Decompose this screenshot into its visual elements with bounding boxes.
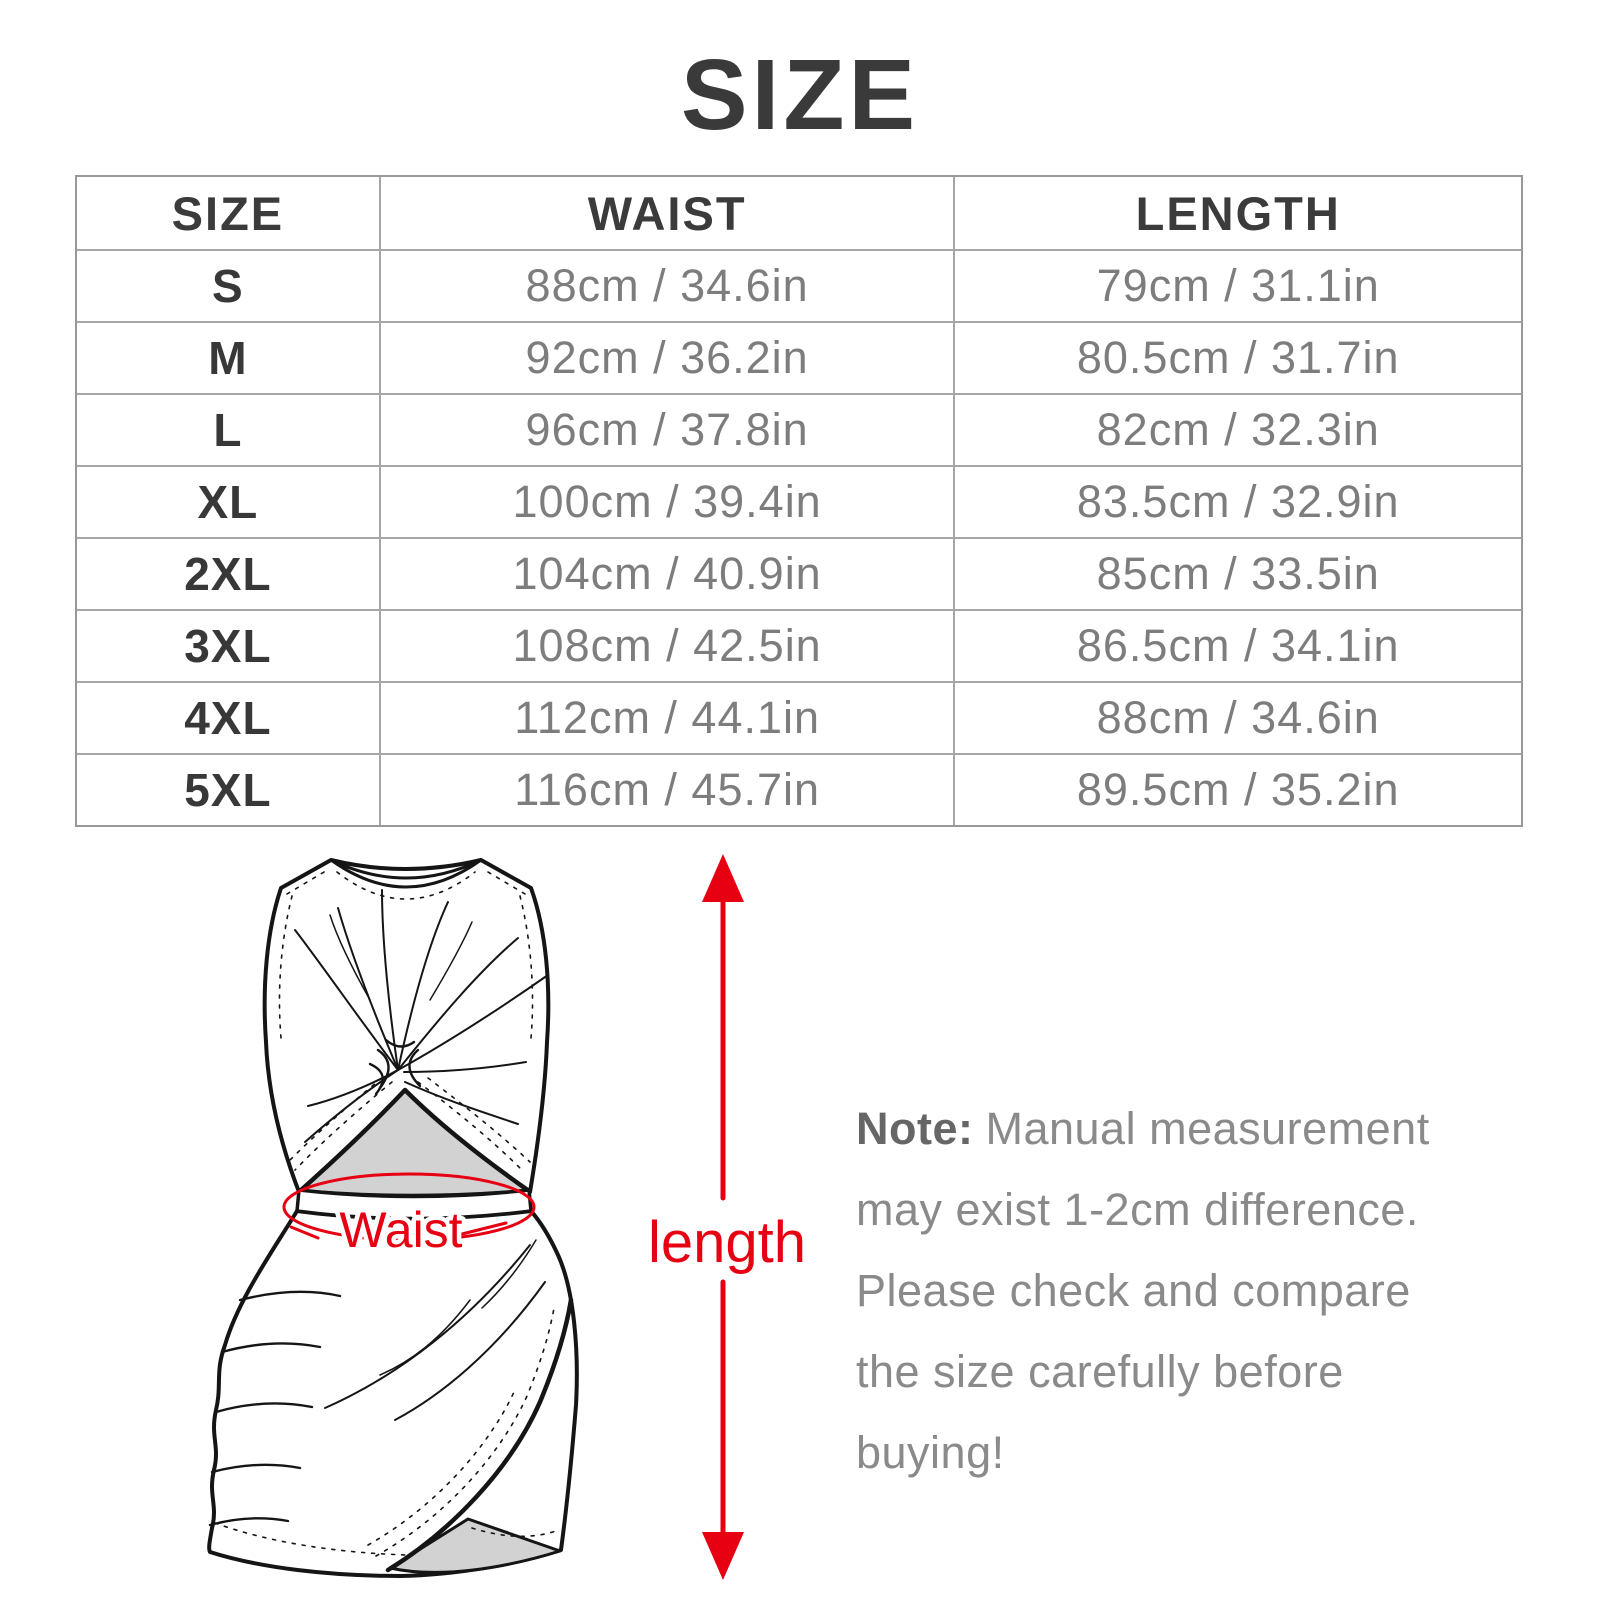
length-annotation: length (648, 854, 806, 1580)
waist-annotation: Waist (282, 1172, 536, 1263)
skirt-drape-folds (324, 1239, 546, 1421)
wrap-edge (385, 1297, 574, 1573)
size-value: XL (197, 476, 259, 528)
size-value: L (213, 404, 243, 456)
waist-value: 92cm / 36.2in (378, 323, 954, 393)
skirt-outline (207, 1209, 579, 1578)
hem-underlayer-shade (388, 1517, 562, 1574)
size-value: 3XL (184, 620, 272, 672)
length-value: 80.5cm / 31.7in (953, 323, 1520, 393)
table-row: 5XL 116cm / 45.7in 89.5cm / 35.2in (77, 753, 1521, 825)
table-row: 4XL 112cm / 44.1in 88cm / 34.6in (77, 681, 1521, 753)
length-value: 82cm / 32.3in (953, 395, 1520, 465)
size-table: SIZE WAIST LENGTH S 88cm / 34.6in 79cm /… (75, 175, 1523, 827)
measurement-note: Note: Manual measurement may exist 1-2cm … (856, 1088, 1468, 1493)
dress-sketch-illustration (207, 858, 579, 1578)
waist-value: 112cm / 44.1in (378, 683, 954, 753)
waist-value: 96cm / 37.8in (378, 395, 954, 465)
table-row: S 88cm / 34.6in 79cm / 31.1in (77, 249, 1521, 321)
size-value: 2XL (184, 548, 272, 600)
skirt-ruche-folds (208, 1290, 342, 1527)
size-value: M (208, 332, 248, 384)
column-header-size: SIZE (171, 186, 285, 240)
neckband-stitch (336, 871, 476, 900)
length-value: 86.5cm / 34.1in (953, 611, 1520, 681)
waist-label: Waist (339, 1202, 462, 1258)
size-value: 5XL (184, 764, 272, 816)
neckband (329, 858, 483, 889)
table-row: 3XL 108cm / 42.5in 86.5cm / 34.1in (77, 609, 1521, 681)
column-header-length: LENGTH (953, 177, 1520, 249)
size-value: S (212, 260, 244, 312)
waist-value: 100cm / 39.4in (378, 467, 954, 537)
length-value: 85cm / 33.5in (953, 539, 1520, 609)
bodice-outline (262, 858, 551, 1194)
arrow-head-down (702, 1532, 744, 1580)
waist-measure-ellipse (282, 1172, 536, 1242)
length-value: 83.5cm / 32.9in (953, 467, 1520, 537)
dress-measurement-diagram: Waist length (207, 854, 806, 1580)
length-value: 89.5cm / 35.2in (953, 755, 1520, 825)
table-row: 2XL 104cm / 40.9in 85cm / 33.5in (77, 537, 1521, 609)
arrow-head-up (702, 854, 744, 902)
length-value: 88cm / 34.6in (953, 683, 1520, 753)
table-row: L 96cm / 37.8in 82cm / 32.3in (77, 393, 1521, 465)
table-row: XL 100cm / 39.4in 83.5cm / 32.9in (77, 465, 1521, 537)
waist-value: 88cm / 34.6in (378, 251, 954, 321)
waist-value: 116cm / 45.7in (378, 755, 954, 825)
column-header-waist: WAIST (378, 177, 954, 249)
waist-value: 104cm / 40.9in (378, 539, 954, 609)
waist-value: 108cm / 42.5in (378, 611, 954, 681)
table-row: M 92cm / 36.2in 80.5cm / 31.7in (77, 321, 1521, 393)
length-value: 79cm / 31.1in (953, 251, 1520, 321)
table-header-row: SIZE WAIST LENGTH (77, 177, 1521, 249)
note-label: Note: (856, 1103, 974, 1154)
length-label: length (648, 1210, 806, 1275)
twist-knot (368, 1038, 422, 1096)
size-value: 4XL (184, 692, 272, 744)
waistband (295, 1188, 533, 1221)
note-body: Manual measurement may exist 1-2cm diffe… (856, 1103, 1430, 1478)
page-title: SIZE (680, 39, 920, 151)
